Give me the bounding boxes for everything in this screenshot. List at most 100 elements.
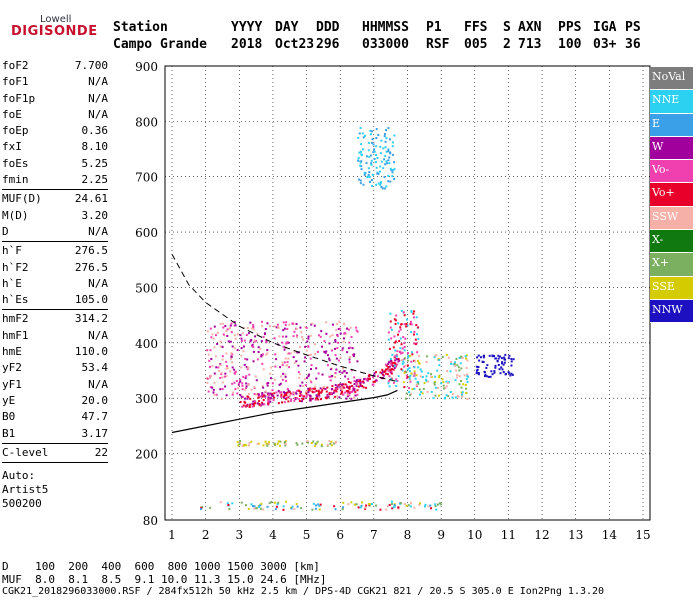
param-name: hmF2 <box>2 312 29 326</box>
echo-point <box>287 341 290 344</box>
echo-point <box>298 398 301 401</box>
echo-point <box>370 141 373 144</box>
echo-point <box>508 372 511 375</box>
echo-point <box>287 357 290 360</box>
echo-point <box>285 342 288 345</box>
echo-point <box>307 335 310 338</box>
echo-point <box>341 347 344 350</box>
echo-point <box>213 325 216 328</box>
echo-point <box>309 397 312 400</box>
echo-point <box>342 501 345 504</box>
echo-point <box>245 387 248 390</box>
echo-point <box>456 376 459 379</box>
echo-point <box>445 380 448 383</box>
echo-point <box>379 165 382 168</box>
echo-point <box>323 340 326 343</box>
echo-point <box>355 380 358 383</box>
param-separator <box>2 442 108 444</box>
param-row: fmin 2.25 <box>2 172 108 188</box>
echo-point <box>210 357 213 360</box>
echo-point <box>248 441 251 444</box>
x-tick-label: 5 <box>303 528 311 542</box>
echo-point <box>285 335 288 338</box>
echo-point <box>379 508 382 511</box>
echo-point <box>388 162 391 165</box>
legend-item-noval: NoVal <box>650 67 693 91</box>
echo-point <box>251 405 254 408</box>
echo-point <box>460 386 463 389</box>
echo-point <box>302 385 305 388</box>
echo-point <box>295 334 298 337</box>
echo-point <box>400 343 403 346</box>
param-name: yF1 <box>2 377 22 391</box>
echo-point <box>314 387 317 390</box>
echo-point <box>255 507 258 510</box>
param-value: 276.5 <box>74 244 108 258</box>
param-value: 2.25 <box>81 173 109 187</box>
echo-point <box>341 371 344 374</box>
echo-point <box>498 368 501 371</box>
echo-point <box>212 388 215 391</box>
echo-point <box>342 386 345 389</box>
echo-point <box>249 321 252 324</box>
echo-point <box>449 391 452 394</box>
echo-point <box>338 370 341 373</box>
echo-point <box>291 322 294 325</box>
echo-point <box>303 360 306 363</box>
echo-point <box>325 332 328 335</box>
echo-point <box>504 358 507 361</box>
param-row: foF2 7.700 <box>2 58 108 74</box>
echo-point <box>426 390 429 393</box>
echo-point <box>407 387 410 390</box>
echo-point <box>262 393 265 396</box>
echo-point <box>385 150 388 153</box>
echo-point <box>269 372 272 375</box>
echo-point <box>317 393 320 396</box>
echo-point <box>344 331 347 334</box>
echo-point <box>214 355 217 358</box>
echo-point <box>260 354 263 357</box>
echo-point <box>368 373 371 376</box>
echo-point <box>284 357 287 360</box>
echo-point <box>390 368 393 371</box>
echo-point <box>315 389 318 392</box>
echo-point <box>494 364 497 367</box>
echo-point <box>393 355 396 358</box>
echo-point <box>400 323 403 326</box>
echo-point <box>344 375 347 378</box>
echo-point <box>406 368 409 371</box>
echo-point <box>233 321 236 324</box>
echo-point <box>261 325 264 328</box>
echo-point <box>341 508 344 511</box>
echo-point <box>321 345 324 348</box>
echo-point <box>406 352 409 355</box>
param-row: hmF2 314.2 <box>2 311 108 327</box>
param-value: N/A <box>88 276 108 290</box>
echo-point <box>256 443 259 446</box>
echo-point <box>300 331 303 334</box>
echo-point <box>253 340 256 343</box>
echo-point <box>424 378 427 381</box>
echo-point <box>338 320 341 323</box>
echo-point <box>347 503 350 506</box>
echo-point <box>493 371 496 374</box>
echo-point <box>368 175 371 178</box>
echo-point <box>359 164 362 167</box>
echo-point <box>265 353 268 356</box>
echo-point <box>302 338 305 341</box>
echo-point <box>219 364 222 367</box>
param-value: N/A <box>88 107 108 121</box>
echo-point <box>229 324 232 327</box>
echo-point <box>406 364 409 367</box>
param-name: fmin <box>2 173 29 187</box>
echo-point <box>282 329 285 332</box>
echo-point <box>314 507 317 510</box>
echo-point <box>388 361 391 364</box>
echo-point <box>336 323 339 326</box>
echo-point <box>465 392 468 395</box>
x-tick-label: 2 <box>202 528 210 542</box>
echo-point <box>380 160 383 163</box>
echo-point <box>245 366 248 369</box>
echo-point <box>503 361 506 364</box>
echo-point <box>413 374 416 377</box>
